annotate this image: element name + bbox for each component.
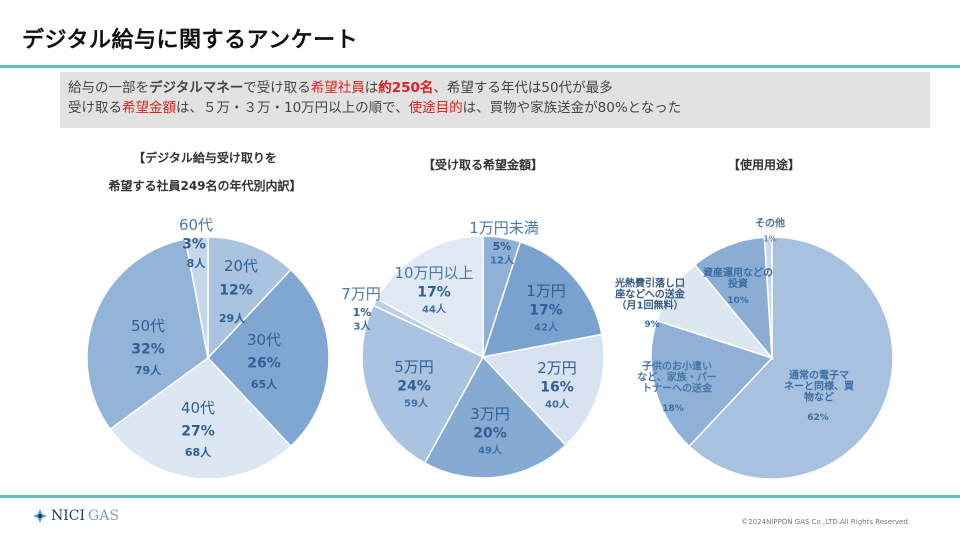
pie-slice bbox=[650, 319, 774, 448]
summary-box: 給与の一部をデジタルマネーで受け取る希望社員は約250名、希望する年代は50代が… bbox=[60, 72, 930, 128]
slice-label: 光熱費引落し口 座などへの送金 （月1回無料） bbox=[615, 278, 685, 312]
pie-amount bbox=[361, 235, 605, 479]
pie-slice bbox=[207, 236, 292, 360]
slice-count: 65人 bbox=[250, 377, 278, 391]
pie-slice bbox=[763, 236, 773, 359]
slice-label: その他 bbox=[755, 218, 785, 230]
chart2-title: 【受け取る希望金額】 bbox=[422, 158, 543, 172]
logo-text-gas: GAS bbox=[88, 508, 119, 524]
pie-slice bbox=[109, 357, 292, 480]
slice-label: 1万円未満 bbox=[469, 218, 539, 237]
slice-count: 8人 bbox=[186, 256, 206, 270]
slice-percent: 32% bbox=[131, 341, 165, 358]
slice-percent: 1% bbox=[763, 234, 777, 244]
slice-percent: 1% bbox=[352, 305, 372, 319]
slice-percent: 16% bbox=[540, 379, 574, 396]
pie-age bbox=[86, 236, 330, 480]
logo-mark-icon bbox=[33, 509, 47, 523]
logo-text: NICI bbox=[51, 508, 86, 524]
chart1-title: 【デジタル給与受け取りを 希望する社員249名の年代別内訳】 bbox=[85, 144, 325, 200]
summary-segment: で受け取る bbox=[243, 80, 311, 96]
summary-segment: は bbox=[364, 80, 379, 96]
slice-label: 子供のお小遣い など、家族・パー トナーへの送金 bbox=[637, 361, 717, 395]
slice-percent: 3% bbox=[182, 236, 206, 253]
slice-count: 59人 bbox=[404, 398, 428, 410]
slice-percent: 17% bbox=[529, 302, 563, 319]
summary-segment: 希望金額 bbox=[122, 100, 176, 116]
pie-slice bbox=[481, 240, 603, 358]
summary-segment: 使途目的 bbox=[408, 100, 463, 116]
slice-label: 5万円 bbox=[394, 357, 434, 376]
summary-segment: 、希望する年代は50代が最多 bbox=[433, 80, 613, 96]
pie-slice bbox=[375, 235, 484, 359]
summary-segment: 希望社員 bbox=[310, 80, 365, 96]
chart1-title-line1: 【デジタル給与受け取りを bbox=[133, 151, 277, 165]
pie-slice bbox=[423, 355, 567, 479]
chart1-title-line2: 希望する社員249名の年代別内訳】 bbox=[108, 179, 302, 193]
slice-count: 3人 bbox=[353, 321, 371, 333]
pie-slice bbox=[86, 238, 209, 431]
pie-slice bbox=[184, 236, 209, 359]
slice-count: 40人 bbox=[545, 399, 569, 411]
slice-count: 68人 bbox=[184, 445, 212, 459]
slice-percent: 62% bbox=[807, 413, 829, 424]
slice-percent: 17% bbox=[417, 284, 451, 301]
pie-slice bbox=[361, 304, 485, 465]
slice-percent: 10% bbox=[727, 296, 749, 307]
summary-line-2: 受け取る希望金額は、５万・３万・10万円以上の順で、使途目的は、買物や家族送金が… bbox=[68, 98, 922, 118]
pie-slice bbox=[693, 236, 773, 361]
summary-segment: は、買物や家族送金が80%となった bbox=[462, 100, 682, 116]
summary-segment: 約250名 bbox=[378, 80, 434, 96]
slice-label: 30代 bbox=[246, 330, 282, 349]
slice-count: 12人 bbox=[490, 255, 514, 267]
slice-percent: 27% bbox=[181, 423, 215, 440]
slice-label: 3万円 bbox=[470, 404, 510, 423]
summary-segment: 受け取る bbox=[68, 100, 122, 116]
slice-label: 2万円 bbox=[537, 358, 577, 377]
company-logo: NICI GAS bbox=[32, 508, 119, 524]
copyright: ©2024NIPPON GAS Co.,LTD.All Rights Reser… bbox=[741, 518, 910, 526]
slice-percent: 9% bbox=[644, 320, 660, 331]
slice-count: 42人 bbox=[534, 322, 558, 334]
slice-label: 20代 bbox=[223, 256, 259, 275]
slice-percent: 24% bbox=[397, 378, 431, 395]
slice-label: 10万円以上 bbox=[394, 263, 474, 282]
slice-percent: 20% bbox=[473, 425, 507, 442]
slice-count: 44人 bbox=[422, 304, 446, 316]
slice-percent: 26% bbox=[247, 355, 281, 372]
bottom-divider bbox=[0, 495, 960, 498]
slide-title: デジタル給与に関するアンケート bbox=[22, 28, 359, 53]
slice-percent: 5% bbox=[492, 239, 512, 253]
slice-label: 資産運用などの 投資 bbox=[703, 268, 773, 290]
slice-label: 7万円 bbox=[341, 284, 381, 303]
pie-slice bbox=[481, 333, 605, 447]
slice-count: 79人 bbox=[134, 363, 162, 377]
slice-count: 29人 bbox=[218, 311, 246, 325]
pie-usage bbox=[650, 236, 894, 480]
top-divider bbox=[0, 65, 960, 68]
summary-line-1: 給与の一部をデジタルマネーで受け取る希望社員は約250名、希望する年代は50代が… bbox=[68, 78, 922, 98]
summary-segment: は、５万・３万・10万円以上の順で、 bbox=[176, 100, 409, 116]
slice-label: 60代 bbox=[178, 215, 214, 234]
pie-slice bbox=[688, 236, 894, 480]
slice-count: 49人 bbox=[478, 445, 502, 457]
slice-percent: 18% bbox=[662, 404, 684, 415]
pie-slice bbox=[206, 268, 330, 448]
slice-percent: 12% bbox=[219, 282, 253, 299]
slice-label: 1万円 bbox=[526, 281, 566, 300]
summary-segment: デジタルマネー bbox=[149, 80, 244, 96]
slice-label: 通常の電子マ ネーと同様、買 物など bbox=[784, 370, 854, 404]
chart3-title: 【使用用途】 bbox=[727, 158, 800, 172]
summary-segment: 給与の一部を bbox=[68, 80, 149, 96]
slice-label: 40代 bbox=[180, 398, 216, 417]
slice-label: 50代 bbox=[130, 316, 166, 335]
